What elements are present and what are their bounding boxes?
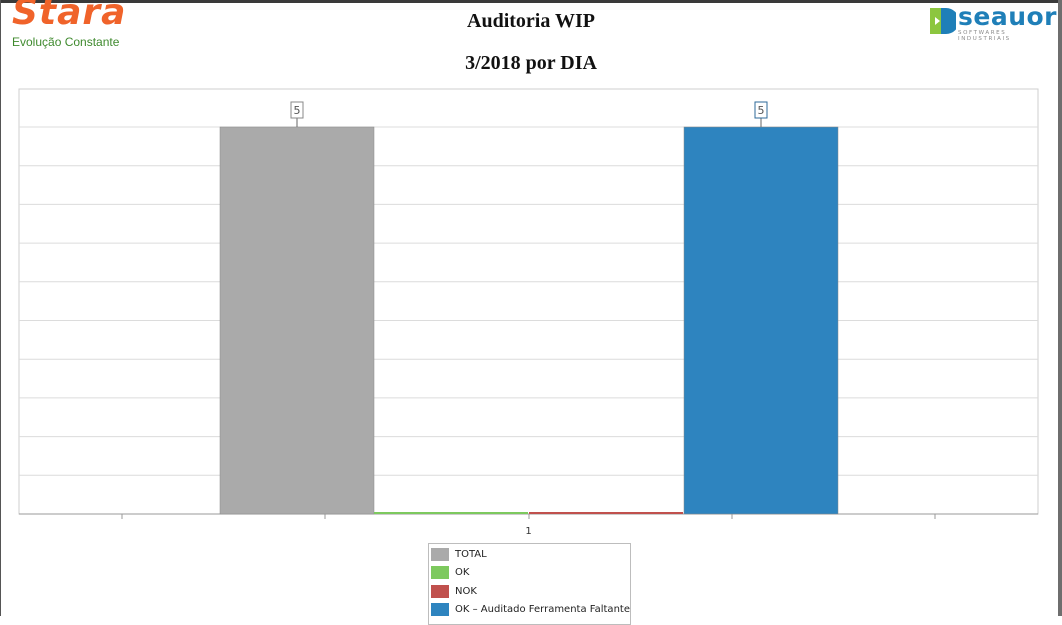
seauor-logo-icon	[930, 8, 956, 34]
plot-area	[18, 88, 1039, 515]
legend-label: TOTAL	[455, 548, 487, 560]
seauor-logo: seauor SOFTWARES INDUSTRIAIS	[930, 2, 1057, 42]
legend-item: OK – Auditado Ferramenta Faltante	[431, 602, 630, 618]
legend-swatch	[431, 584, 449, 598]
report-subtitle: 3/2018 por DIA	[465, 52, 597, 74]
bar-3	[683, 126, 839, 515]
legend-item: TOTAL	[431, 546, 487, 562]
seauor-logo-subtitle: SOFTWARES INDUSTRIAIS	[958, 30, 1011, 42]
window-top-border	[0, 0, 1062, 3]
legend-label: NOK	[455, 585, 477, 597]
data-label: 5	[294, 104, 301, 117]
stara-logo: Stara Evolução Constante	[12, 0, 142, 52]
window-left-border	[0, 0, 1, 616]
legend-item: NOK	[431, 583, 477, 599]
data-label-box	[290, 101, 304, 119]
data-label: 5	[758, 104, 765, 117]
legend-swatch	[431, 603, 449, 616]
stara-tagline: Evolução Constante	[12, 35, 120, 49]
legend-swatch	[431, 566, 449, 579]
legend-item: OK	[431, 565, 469, 581]
stara-logo-text: Stara	[12, 0, 127, 33]
window-scrollbar[interactable]	[1058, 0, 1062, 616]
legend-label: OK	[455, 567, 470, 578]
seauor-logo-text: seauor	[958, 2, 1058, 31]
bar-0	[219, 126, 375, 515]
legend-swatch	[431, 547, 449, 561]
legend-label: OK – Auditado Ferramenta Faltante	[455, 604, 630, 615]
data-label-box	[754, 101, 768, 119]
chart-legend: TOTAL OK NOK OK – Auditado Ferramenta Falta…	[428, 543, 631, 625]
report-title: Auditoria WIP	[467, 10, 595, 32]
x-tick-label: 1	[525, 526, 531, 537]
